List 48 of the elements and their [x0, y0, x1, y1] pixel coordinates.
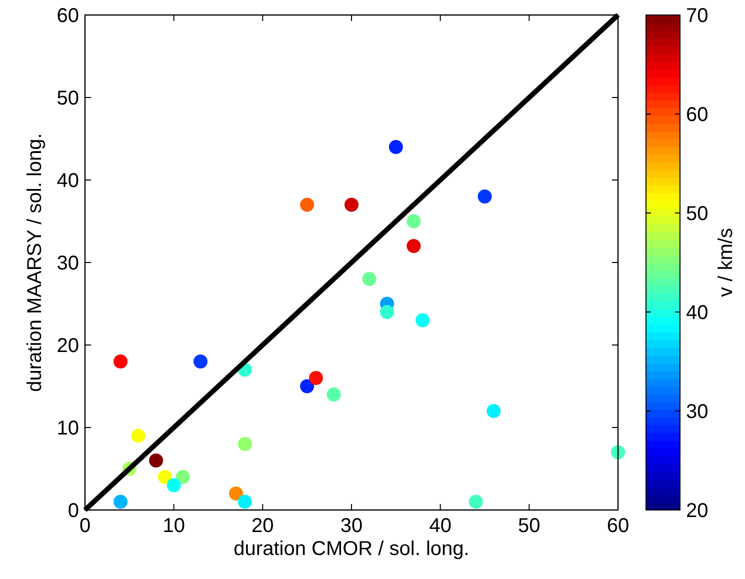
point [229, 486, 244, 500]
y-tick-label: 0 [68, 500, 79, 522]
color-bar-label: 60 [686, 104, 708, 126]
x-tick-label: 50 [518, 515, 540, 537]
color-bar-title: v / km/s [715, 228, 737, 297]
y-tick-label: 20 [56, 335, 79, 357]
y-axis-title: duration MAARSY / sol. long. [24, 133, 46, 392]
point [468, 494, 483, 509]
x-tick-label: 10 [162, 515, 185, 537]
color-bar-label: 20 [686, 500, 708, 522]
point [238, 494, 252, 509]
point [406, 214, 421, 228]
y-tick-label: 30 [56, 252, 79, 274]
x-tick-label: 30 [340, 515, 363, 537]
y-tick-label: 10 [56, 418, 79, 440]
color-bar-label: 30 [686, 401, 708, 423]
point [166, 478, 181, 492]
x-axis-title: duration CMOR / sol. long. [234, 538, 470, 560]
point [238, 437, 252, 451]
point [326, 388, 341, 402]
point [149, 454, 164, 468]
x-tick-label: 60 [606, 515, 630, 537]
point [300, 198, 314, 212]
y-tick-label: 40 [56, 170, 79, 192]
point [300, 379, 314, 394]
point [308, 371, 323, 385]
point [193, 354, 208, 368]
point [380, 305, 394, 319]
x-tick-label: 20 [252, 515, 274, 537]
point [176, 470, 190, 484]
point [478, 190, 492, 204]
color-bar-label: 40 [686, 302, 708, 324]
color-bar-label: 50 [686, 203, 708, 225]
y-tick-label: 50 [56, 88, 79, 110]
point [158, 470, 172, 484]
point [362, 272, 376, 286]
x-tick-label: 40 [429, 515, 452, 537]
y-tick-label: 60 [56, 5, 79, 27]
point [114, 494, 128, 509]
point [131, 428, 146, 443]
color-bar-label: 70 [686, 5, 708, 27]
point [114, 354, 128, 368]
point [344, 198, 358, 212]
point [611, 445, 625, 460]
point [388, 140, 403, 154]
point [416, 313, 430, 328]
point [406, 239, 421, 253]
point [486, 404, 501, 418]
